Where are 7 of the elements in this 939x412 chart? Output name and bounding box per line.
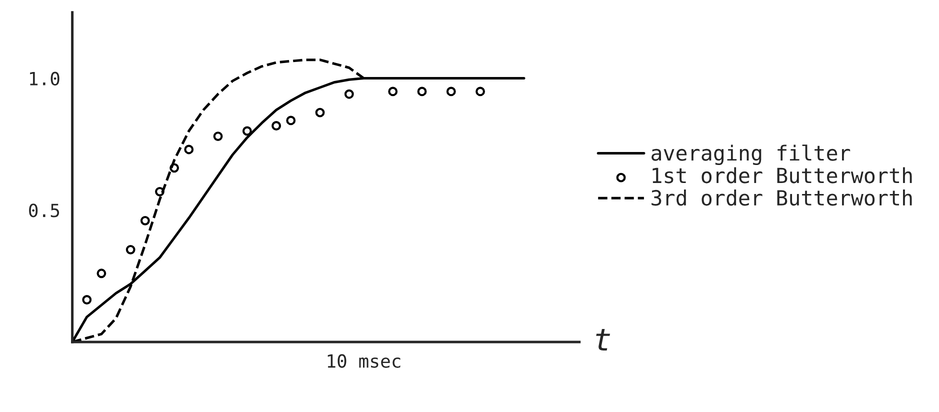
x-tick-label: 10 msec — [328, 354, 400, 368]
legend-label: averaging filter — [652, 144, 850, 166]
legend-label: 3rd order Butterworth — [652, 190, 912, 206]
y-tick-label: 1.0 — [30, 72, 60, 86]
y-tick-label: 0.5 — [29, 204, 60, 218]
x-axis-title: t — [596, 329, 610, 350]
legend-label: 1st order Butterworth — [652, 167, 912, 184]
